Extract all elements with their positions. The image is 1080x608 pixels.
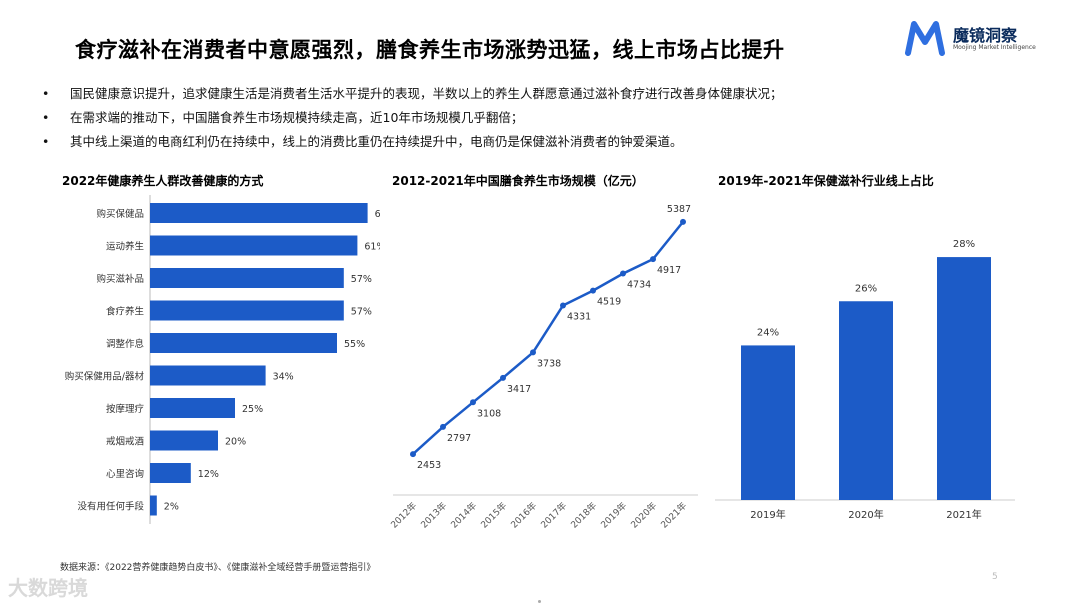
data-label: 2453 xyxy=(417,460,441,471)
online-share-bar-chart: 24% 2019年 26% 2020年 28% 2021年 xyxy=(715,239,1015,521)
logo: 魔镜洞察 Moojing Market Intelligence xyxy=(905,20,1036,60)
category-label: 戒烟戒酒 xyxy=(106,436,145,448)
data-label: 57% xyxy=(351,307,372,318)
category-label: 没有用任何手段 xyxy=(77,501,144,513)
data-point xyxy=(500,374,506,381)
x-tick-label: 2020年 xyxy=(848,508,883,521)
data-label: 3108 xyxy=(477,408,501,419)
data-label: 2797 xyxy=(447,433,471,444)
bullet-text: 国民健康意识提升，追求健康生活是消费者生活水平提升的表现，半数以上的养生人群愿意… xyxy=(70,86,783,101)
bar xyxy=(150,333,337,353)
bullet-item: • 在需求端的推动下，中国膳食养生市场规模持续走高，近10年市场规模几乎翻倍； xyxy=(42,106,1042,130)
category-label: 按摩理疗 xyxy=(106,403,145,415)
watermark: 大数跨境 xyxy=(8,576,88,600)
bar xyxy=(150,235,358,256)
data-label: 3417 xyxy=(507,384,531,395)
data-label: 4331 xyxy=(567,311,591,322)
data-label: 28% xyxy=(953,239,975,250)
data-label: 4519 xyxy=(597,297,621,308)
category-label: 调整作息 xyxy=(106,338,144,350)
data-label: 4917 xyxy=(657,265,681,276)
x-tick-label: 2020年 xyxy=(628,500,659,531)
x-tick-label: 2019年 xyxy=(598,500,629,531)
category-label: 购买保健用品/器材 xyxy=(65,371,145,383)
x-tick-label: 2017年 xyxy=(538,500,569,531)
data-label: 57% xyxy=(351,274,372,285)
x-tick-label: 2019年 xyxy=(750,508,785,521)
data-label: 55% xyxy=(344,339,365,350)
logo-m-icon xyxy=(905,21,945,56)
bar xyxy=(741,345,795,500)
data-point xyxy=(530,349,536,356)
logo-subtitle: Moojing Market Intelligence xyxy=(953,44,1036,51)
category-label: 食疗养生 xyxy=(106,306,145,318)
logo-name: 魔镜洞察 xyxy=(953,26,1018,45)
data-label: 12% xyxy=(198,469,219,480)
data-label: 64% xyxy=(375,209,380,220)
bar xyxy=(150,495,157,516)
data-label: 2% xyxy=(164,502,179,513)
market-size-line-chart: 2453 2012年 2797 2013年 3108 2014年 3417 2015年 3738… xyxy=(388,204,698,531)
decorative-dot xyxy=(538,600,541,603)
data-point xyxy=(470,399,476,406)
data-point xyxy=(620,270,626,277)
chart3-title: 2019年-2021年保健滋补行业线上占比 xyxy=(718,174,934,188)
data-label: 24% xyxy=(757,327,779,338)
category-label: 购买滋补品 xyxy=(96,273,144,285)
data-point xyxy=(650,256,656,263)
data-label: 61% xyxy=(364,242,380,253)
series-line xyxy=(412,221,684,456)
data-label: 5387 xyxy=(667,204,691,215)
bar xyxy=(150,463,191,483)
x-tick-label: 2021年 xyxy=(946,508,981,521)
category-label: 心里咨询 xyxy=(106,468,144,480)
bullet-dot: • xyxy=(42,134,50,149)
chart1-title: 2022年健康养生人群改善健康的方式 xyxy=(62,174,264,188)
bar xyxy=(150,203,368,223)
bar xyxy=(150,398,235,418)
bar xyxy=(839,301,893,500)
data-point xyxy=(590,287,596,294)
bar xyxy=(150,268,344,288)
data-label: 20% xyxy=(225,437,246,448)
x-tick-label: 2015年 xyxy=(478,500,509,531)
bullet-text: 在需求端的推动下，中国膳食养生市场规模持续走高，近10年市场规模几乎翻倍； xyxy=(70,110,524,125)
page-title: 食疗滋补在消费者中意愿强烈，膳食养生市场涨势迅猛，线上市场占比提升 xyxy=(75,38,785,62)
data-source: 数据来源：《2022营养健康趋势白皮书》、《健康滋补全域经营手册暨运营指引》 xyxy=(60,563,376,573)
data-point xyxy=(680,218,686,225)
data-point xyxy=(560,302,566,309)
x-tick-label: 2013年 xyxy=(418,500,449,531)
data-point xyxy=(440,423,446,430)
data-label: 4734 xyxy=(627,280,651,291)
x-tick-label: 2021年 xyxy=(658,500,689,531)
data-label: 26% xyxy=(855,283,877,294)
health-methods-bar-chart: 购买保健品 64% 运动养生 61% 购买滋补品 57% 食疗养生 57% 调整作息 55% 购买保… xyxy=(65,195,380,524)
x-tick-label: 2016年 xyxy=(508,500,539,531)
data-label: 34% xyxy=(273,372,294,383)
bullet-dot: • xyxy=(42,110,50,125)
category-label: 购买保健品 xyxy=(96,208,144,220)
data-label: 3738 xyxy=(537,358,561,369)
bullet-list: • 国民健康意识提升，追求健康生活是消费者生活水平提升的表现，半数以上的养生人群愿… xyxy=(42,82,1042,154)
x-tick-label: 2018年 xyxy=(568,500,599,531)
bullet-text: 其中线上渠道的电商红利仍在持续中，线上的消费比重仍在持续提升中，电商仍是保健滋补… xyxy=(70,134,683,149)
page-number: 5 xyxy=(992,572,998,582)
bar xyxy=(150,300,344,321)
bar xyxy=(150,430,218,451)
chart2-title: 2012-2021年中国膳食养生市场规模（亿元） xyxy=(392,174,644,188)
x-tick-label: 2014年 xyxy=(448,500,479,531)
bullet-item: • 其中线上渠道的电商红利仍在持续中，线上的消费比重仍在持续提升中，电商仍是保健滋… xyxy=(42,130,1042,154)
bar xyxy=(937,257,991,500)
bullet-dot: • xyxy=(42,86,50,101)
bar xyxy=(150,365,266,386)
data-point xyxy=(410,451,416,458)
bullet-item: • 国民健康意识提升，追求健康生活是消费者生活水平提升的表现，半数以上的养生人群愿… xyxy=(42,82,1042,106)
x-tick-label: 2012年 xyxy=(388,500,419,531)
data-label: 25% xyxy=(242,404,263,415)
category-label: 运动养生 xyxy=(106,241,145,253)
